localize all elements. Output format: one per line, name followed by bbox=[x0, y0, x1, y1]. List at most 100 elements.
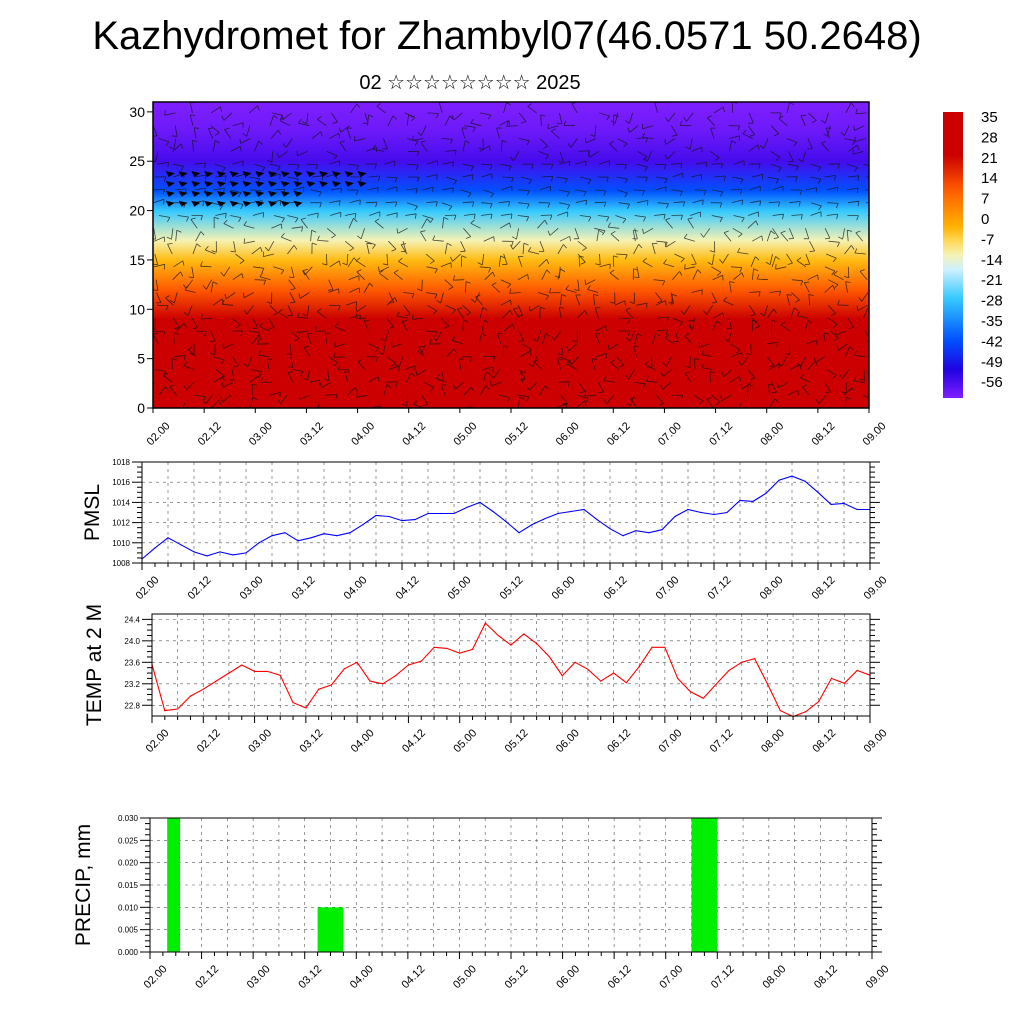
x-tick-label: 05.00 bbox=[451, 727, 479, 755]
wind-barb-feather bbox=[817, 178, 822, 184]
wind-barb-feather bbox=[200, 231, 205, 236]
wind-barb bbox=[630, 398, 638, 408]
wind-barb-feather bbox=[349, 247, 354, 252]
wind-barb-feather bbox=[411, 372, 416, 377]
wind-barb-feather bbox=[851, 387, 855, 393]
wind-barb-feather bbox=[699, 400, 704, 405]
wind-barb-feather bbox=[470, 166, 474, 171]
wind-barb bbox=[594, 125, 597, 137]
wind-barb bbox=[656, 176, 668, 180]
series-point bbox=[258, 542, 260, 544]
wind-barb-feather bbox=[545, 155, 550, 160]
wind-barb bbox=[251, 384, 254, 396]
wind-barb-feather bbox=[572, 340, 578, 343]
wind-barb-feather bbox=[856, 188, 859, 194]
wind-barb bbox=[403, 292, 415, 294]
wind-barb-feather bbox=[146, 400, 149, 404]
wind-barb bbox=[312, 175, 324, 178]
wind-barb-feather bbox=[417, 350, 422, 355]
wind-barb bbox=[224, 129, 232, 139]
wind-barb bbox=[479, 145, 490, 152]
wind-barb-feather bbox=[240, 330, 243, 336]
wind-barb-feather bbox=[833, 337, 839, 342]
wind-barb bbox=[694, 358, 696, 370]
wind-barb bbox=[664, 337, 675, 345]
series-point bbox=[818, 700, 820, 703]
wind-barb-feather bbox=[554, 275, 560, 279]
wind-barb-feather bbox=[279, 200, 282, 206]
wind-barb bbox=[461, 127, 466, 139]
wind-flag bbox=[165, 171, 175, 178]
wind-barb-feather bbox=[642, 132, 645, 138]
wind-barb-feather bbox=[624, 254, 628, 260]
wind-barb-feather bbox=[420, 140, 426, 143]
x-tick-label: 02.00 bbox=[144, 727, 172, 755]
wind-barb-feather bbox=[799, 189, 803, 195]
wind-flag bbox=[255, 200, 265, 207]
wind-barb-feather bbox=[176, 229, 182, 233]
wind-barb bbox=[386, 317, 394, 328]
wind-barb-feather bbox=[528, 306, 531, 312]
wind-flag bbox=[280, 180, 290, 187]
series-point bbox=[651, 646, 653, 648]
wind-barb bbox=[771, 256, 776, 267]
y-tick-label: 1018 bbox=[112, 458, 130, 467]
wind-barb bbox=[662, 369, 672, 377]
wind-barb bbox=[287, 305, 294, 316]
wind-barb bbox=[388, 240, 397, 250]
series-point bbox=[254, 670, 256, 673]
wind-barb bbox=[787, 163, 799, 167]
y-tick-label: 0.015 bbox=[118, 881, 139, 890]
wind-barb-feather bbox=[587, 285, 591, 290]
wind-barb bbox=[665, 240, 676, 248]
series-point bbox=[561, 675, 563, 677]
wind-barb bbox=[192, 243, 198, 255]
wind-barb bbox=[328, 279, 334, 290]
wind-barb-feather bbox=[183, 385, 187, 391]
wind-barb-feather bbox=[296, 164, 300, 170]
wind-barb bbox=[297, 330, 308, 334]
wind-barb-feather bbox=[393, 269, 399, 274]
wind-barb-feather bbox=[509, 288, 512, 294]
wind-barb-feather bbox=[290, 301, 296, 304]
wind-barb bbox=[340, 125, 350, 133]
wind-barb-feather bbox=[356, 235, 362, 240]
wind-barb bbox=[766, 356, 775, 366]
series-point bbox=[830, 503, 832, 505]
wind-barb bbox=[367, 114, 369, 126]
wind-barb-feather bbox=[444, 325, 450, 329]
wind-barb bbox=[432, 239, 444, 242]
wind-barb bbox=[772, 185, 784, 191]
wind-barb bbox=[503, 323, 513, 332]
wind-barb-feather bbox=[414, 141, 419, 146]
wind-barb bbox=[580, 176, 592, 181]
wind-barb-feather bbox=[837, 163, 840, 169]
wind-barb bbox=[694, 189, 707, 191]
wind-barb bbox=[402, 241, 407, 252]
wind-barb bbox=[212, 298, 223, 306]
wind-barb-feather bbox=[461, 255, 467, 258]
wind-barb-feather bbox=[280, 117, 285, 122]
wind-barb bbox=[309, 379, 320, 383]
wind-barb-feather bbox=[356, 257, 361, 262]
wind-barb bbox=[195, 174, 207, 178]
wind-barb-feather bbox=[472, 174, 474, 180]
wind-barb bbox=[805, 228, 810, 239]
wind-barb-feather bbox=[817, 274, 819, 280]
wind-barb bbox=[637, 200, 648, 204]
wind-barb bbox=[591, 358, 596, 370]
wind-barb-feather bbox=[266, 301, 272, 304]
wind-barb bbox=[594, 189, 606, 192]
wind-barb bbox=[566, 363, 577, 370]
wind-flag bbox=[229, 171, 239, 178]
wind-barb bbox=[171, 228, 174, 240]
wind-barb bbox=[194, 162, 206, 165]
wind-barb-feather bbox=[726, 328, 732, 330]
wind-barb bbox=[791, 214, 803, 216]
wind-barb-feather bbox=[797, 390, 799, 396]
wind-barb bbox=[597, 215, 609, 218]
wind-barb-feather bbox=[337, 365, 340, 371]
wind-barb bbox=[498, 120, 509, 127]
wind-barb bbox=[185, 382, 195, 391]
wind-barb bbox=[695, 161, 707, 165]
